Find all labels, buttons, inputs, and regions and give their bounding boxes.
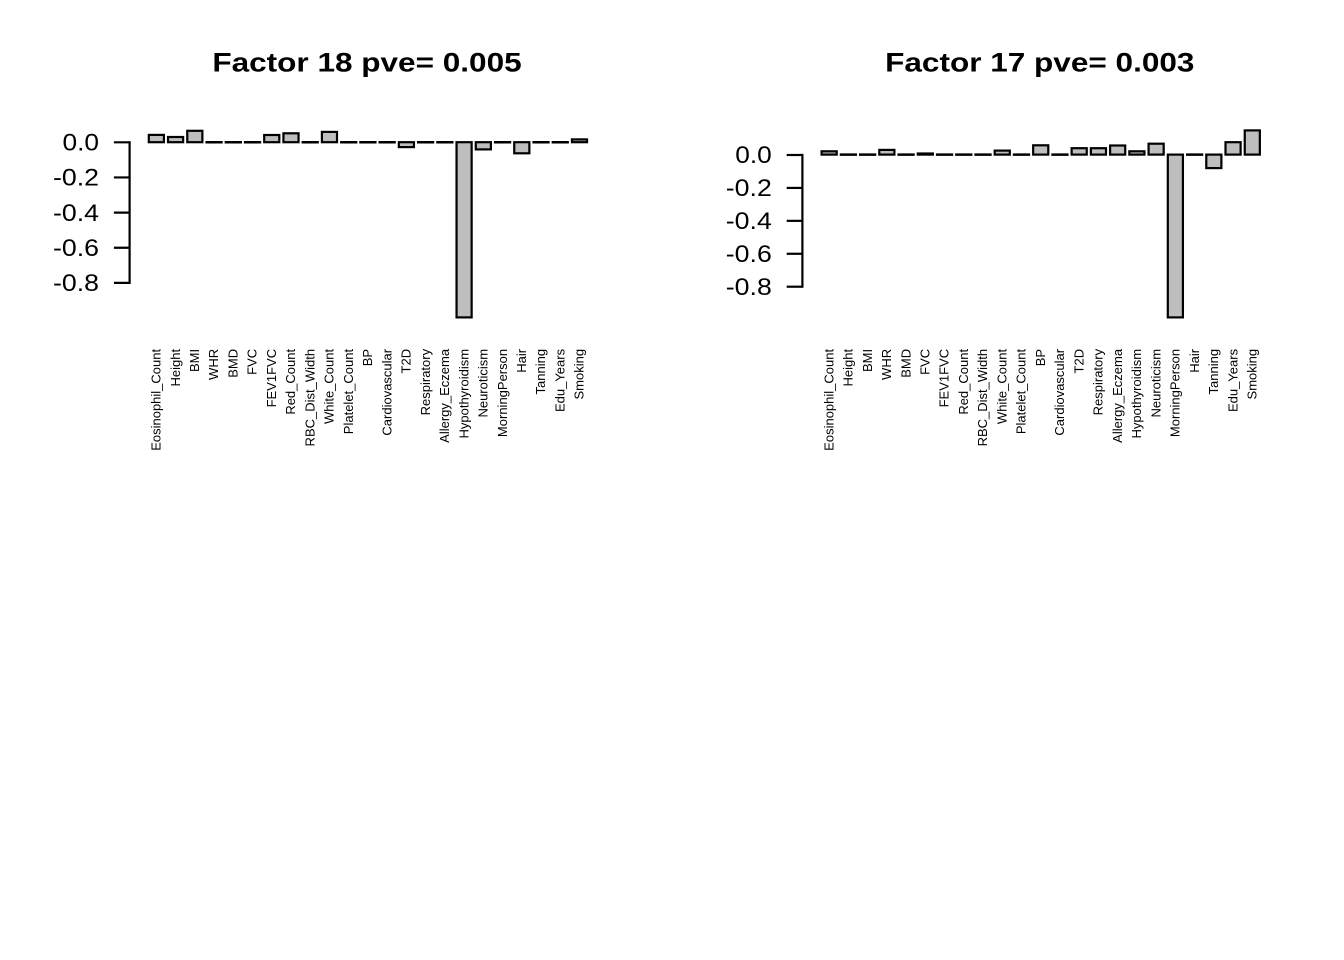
svg-text:Red_Count: Red_Count — [956, 349, 971, 415]
svg-text:Smoking: Smoking — [1245, 349, 1260, 400]
svg-text:Hypothyroidism: Hypothyroidism — [1129, 349, 1144, 439]
svg-text:BMI: BMI — [187, 349, 202, 372]
svg-text:Cardiovascular: Cardiovascular — [1052, 348, 1067, 435]
svg-text:FVC: FVC — [918, 349, 933, 375]
svg-text:-0.6: -0.6 — [726, 241, 772, 268]
svg-text:Smoking: Smoking — [572, 349, 587, 400]
svg-text:Allergy_Eczema: Allergy_Eczema — [1110, 348, 1125, 443]
svg-text:-0.2: -0.2 — [53, 165, 99, 192]
svg-text:Allergy_Eczema: Allergy_Eczema — [437, 348, 452, 443]
svg-text:Red_Count: Red_Count — [283, 349, 298, 415]
svg-text:FVC: FVC — [245, 349, 260, 375]
svg-text:RBC_Dist_Width: RBC_Dist_Width — [302, 349, 317, 447]
svg-text:Eosinophil_Count: Eosinophil_Count — [821, 349, 836, 451]
svg-text:Height: Height — [841, 349, 856, 387]
svg-text:-0.4: -0.4 — [726, 208, 772, 235]
svg-text:WHR: WHR — [879, 349, 894, 380]
svg-text:Eosinophil_Count: Eosinophil_Count — [149, 349, 164, 451]
svg-text:Factor 17 pve= 0.003: Factor 17 pve= 0.003 — [885, 47, 1194, 77]
svg-text:MorningPerson: MorningPerson — [495, 349, 510, 437]
svg-text:WHR: WHR — [206, 349, 221, 380]
svg-text:-0.4: -0.4 — [53, 200, 99, 227]
svg-text:-0.8: -0.8 — [53, 270, 99, 297]
svg-text:RBC_Dist_Width: RBC_Dist_Width — [975, 349, 990, 447]
svg-text:T2D: T2D — [399, 349, 414, 374]
svg-text:-0.2: -0.2 — [726, 175, 772, 202]
svg-text:BMD: BMD — [898, 349, 913, 378]
svg-text:Respiratory: Respiratory — [1091, 348, 1106, 415]
svg-text:Edu_Years: Edu_Years — [552, 348, 567, 412]
svg-text:MorningPerson: MorningPerson — [1168, 349, 1183, 437]
svg-text:Factor 18 pve= 0.005: Factor 18 pve= 0.005 — [212, 47, 521, 77]
svg-text:BP: BP — [1033, 349, 1048, 366]
svg-text:T2D: T2D — [1071, 349, 1086, 374]
svg-text:FEV1FVC: FEV1FVC — [264, 349, 279, 408]
svg-text:0.0: 0.0 — [735, 142, 772, 169]
svg-text:Hair: Hair — [1187, 348, 1202, 373]
svg-text:Neuroticism: Neuroticism — [476, 349, 491, 418]
svg-text:Height: Height — [168, 349, 183, 387]
svg-text:Platelet_Count: Platelet_Count — [341, 349, 356, 435]
svg-text:Edu_Years: Edu_Years — [1225, 348, 1240, 412]
svg-text:Hypothyroidism: Hypothyroidism — [456, 349, 471, 439]
svg-text:Respiratory: Respiratory — [418, 348, 433, 415]
svg-text:FEV1FVC: FEV1FVC — [937, 349, 952, 408]
svg-text:White_Count: White_Count — [322, 349, 337, 425]
svg-text:BMI: BMI — [860, 349, 875, 372]
svg-text:Cardiovascular: Cardiovascular — [379, 348, 394, 435]
svg-text:Hair: Hair — [514, 348, 529, 373]
svg-text:BMD: BMD — [225, 349, 240, 378]
svg-text:-0.8: -0.8 — [726, 274, 772, 301]
svg-text:White_Count: White_Count — [994, 349, 1009, 425]
svg-text:Neuroticism: Neuroticism — [1148, 349, 1163, 418]
svg-text:0.0: 0.0 — [63, 130, 100, 157]
svg-text:-0.6: -0.6 — [53, 235, 99, 262]
svg-text:Tanning: Tanning — [533, 349, 548, 395]
svg-text:Platelet_Count: Platelet_Count — [1014, 349, 1029, 435]
svg-text:Tanning: Tanning — [1206, 349, 1221, 395]
svg-text:BP: BP — [360, 349, 375, 366]
